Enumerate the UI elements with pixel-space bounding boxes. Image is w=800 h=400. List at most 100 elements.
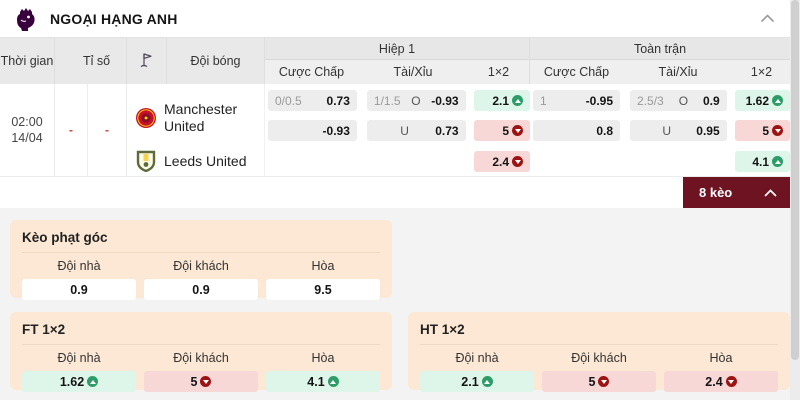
home-team-name: Manchester United bbox=[164, 101, 238, 134]
h1-over-odds: -0.93 bbox=[431, 93, 459, 108]
col-header-overunder-h1: Tài/Xỉu bbox=[393, 65, 433, 79]
ft-handicap-home-cell[interactable]: 1 -0.95 bbox=[533, 90, 621, 111]
h1-1x2-away-odds: 5 bbox=[502, 123, 509, 138]
away-team-name: Leeds United bbox=[164, 152, 247, 169]
col-header-1x2-ft: 1×2 bbox=[750, 65, 773, 79]
ft-handicap-home-odds: -0.95 bbox=[585, 93, 614, 108]
col-header-score: Tỉ số bbox=[55, 38, 127, 84]
h1-1x2-draw-cell[interactable]: 2.4 bbox=[473, 151, 530, 172]
scrollbar-thumb[interactable] bbox=[791, 0, 799, 360]
circle-arrow-down-icon bbox=[725, 376, 737, 387]
circle-arrow-down-icon bbox=[512, 125, 523, 136]
ft-over-cell[interactable]: 2.5/3 O 0.9 bbox=[630, 90, 727, 111]
away-team[interactable]: Leeds United bbox=[135, 148, 264, 174]
league-title: NGOẠI HẠNG ANH bbox=[50, 10, 178, 27]
ft-panel-home-odds[interactable]: 1.62 bbox=[22, 371, 136, 392]
kickoff-time: 02:00 bbox=[11, 115, 43, 129]
col-header-corner bbox=[127, 38, 167, 84]
ft-handicap-away-cell[interactable]: 0.8 bbox=[533, 120, 621, 141]
ft-panel-title: FT 1×2 bbox=[22, 322, 66, 337]
ht-panel-home-value: 2.1 bbox=[461, 374, 479, 389]
h1-ou-line: 1/1.5 bbox=[373, 93, 401, 108]
group-header-first-half: Hiệp 1 Cược Chấp Tài/Xỉu 1×2 bbox=[265, 38, 530, 84]
corner-away-odds[interactable]: 0.9 bbox=[144, 279, 258, 300]
ft-1x2-away-cell[interactable]: 5 bbox=[734, 120, 790, 141]
ft-panel-away-value: 5 bbox=[190, 374, 198, 389]
keo-count-button[interactable]: 8 kèo bbox=[683, 177, 790, 208]
circle-arrow-up-icon bbox=[87, 376, 99, 387]
ft-1x2-away-odds: 5 bbox=[762, 123, 769, 138]
ft-panel-draw-value: 4.1 bbox=[307, 374, 325, 389]
ft-over-odds: 0.9 bbox=[702, 93, 720, 108]
home-team[interactable]: Manchester United bbox=[135, 90, 264, 146]
league-collapse-button[interactable] bbox=[756, 8, 778, 30]
col-header-handicap-ft: Cược Chấp bbox=[543, 65, 610, 79]
h1-1x2-home-cell[interactable]: 2.1 bbox=[473, 90, 530, 111]
circle-arrow-up-icon bbox=[512, 95, 523, 106]
col-header-1x2-h1: 1×2 bbox=[487, 65, 510, 79]
ht-panel-title: HT 1×2 bbox=[420, 322, 465, 337]
ft-panel-away-odds[interactable]: 5 bbox=[144, 371, 258, 392]
league-header: NGOẠI HẠNG ANH bbox=[0, 0, 790, 38]
ft-1x2-panel: FT 1×2 Đội nhà Đội khách Hòa 1.62 5 bbox=[10, 312, 392, 392]
ht-draw-label: Hòa bbox=[709, 351, 733, 365]
kickoff-date: 14/04 bbox=[11, 131, 43, 145]
ht-1x2-panel: HT 1×2 Đội nhà Đội khách Hòa 2.1 5 bbox=[408, 312, 790, 392]
h1-handicap-line: 0/0.5 bbox=[275, 93, 302, 108]
ft-home-label: Đội nhà bbox=[57, 351, 101, 365]
ht-home-label: Đội nhà bbox=[455, 351, 499, 365]
corner-home-odds[interactable]: 0.9 bbox=[22, 279, 136, 300]
h1-under-odds: 0.73 bbox=[435, 123, 459, 138]
circle-arrow-up-icon bbox=[772, 95, 783, 106]
ft-1x2-draw-odds: 4.1 bbox=[752, 154, 769, 169]
circle-arrow-up-icon bbox=[772, 156, 783, 167]
ft-panel-draw-odds[interactable]: 4.1 bbox=[266, 371, 380, 392]
ht-panel-away-value: 5 bbox=[588, 374, 596, 389]
circle-arrow-down-icon bbox=[598, 376, 610, 387]
ft-1x2-home-cell[interactable]: 1.62 bbox=[734, 90, 790, 111]
ht-away-label: Đội khách bbox=[571, 351, 627, 365]
col-header-team: Đội bóng bbox=[167, 38, 265, 84]
h1-handicap-home-cell[interactable]: 0/0.5 0.73 bbox=[268, 90, 357, 111]
corner-odds-panel: Kèo phạt góc Đội nhà Đội khách Hòa 0.9 0… bbox=[10, 220, 392, 300]
circle-arrow-down-icon bbox=[200, 376, 212, 387]
keo-count-label: 8 kèo bbox=[699, 185, 733, 200]
h1-handicap-home-odds: 0.73 bbox=[326, 93, 350, 108]
scrollbar[interactable] bbox=[790, 0, 800, 400]
ft-handicap-away-odds: 0.8 bbox=[596, 123, 614, 138]
leeds-united-crest-icon bbox=[136, 150, 156, 172]
ft-draw-label: Hòa bbox=[311, 351, 335, 365]
corner-draw-label: Hòa bbox=[311, 259, 335, 273]
h1-1x2-home-odds: 2.1 bbox=[492, 93, 509, 108]
ft-ou-line: 2.5/3 bbox=[637, 93, 664, 108]
first-half-label: Hiệp 1 bbox=[265, 38, 529, 60]
first-half-odds: 0/0.5 0.73 1/1.5 O -0.93 2.1 -0.93 bbox=[265, 84, 530, 176]
ft-away-label: Đội khách bbox=[173, 351, 229, 365]
h1-under-label: U bbox=[400, 123, 409, 138]
corner-draw-odds[interactable]: 9.5 bbox=[266, 279, 380, 300]
match-row: 02:00 14/04 - - Manchester United bbox=[0, 84, 790, 177]
h1-1x2-away-cell[interactable]: 5 bbox=[473, 120, 530, 141]
ht-panel-home-odds[interactable]: 2.1 bbox=[420, 371, 534, 392]
group-header-full-match: Toàn trận Cược Chấp Tài/Xỉu 1×2 bbox=[530, 38, 790, 84]
col-header-overunder-ft: Tài/Xỉu bbox=[658, 65, 698, 79]
h1-over-cell[interactable]: 1/1.5 O -0.93 bbox=[366, 90, 466, 111]
corner-away-label: Đội khách bbox=[173, 259, 229, 273]
ht-panel-draw-odds[interactable]: 2.4 bbox=[664, 371, 778, 392]
keo-band: 8 kèo bbox=[0, 177, 790, 208]
premier-league-lion-icon bbox=[17, 7, 35, 31]
h1-handicap-away-cell[interactable]: -0.93 bbox=[268, 120, 357, 141]
circle-arrow-up-icon bbox=[481, 376, 493, 387]
ft-under-odds: 0.95 bbox=[696, 123, 720, 138]
ht-panel-away-odds[interactable]: 5 bbox=[542, 371, 656, 392]
odds-table-header: Thời gian Tỉ số Đội bóng Hiệp 1 Cược Chấ… bbox=[0, 38, 790, 84]
ft-under-cell[interactable]: U 0.95 bbox=[630, 120, 727, 141]
teams-column: Manchester United Leeds United bbox=[127, 84, 265, 176]
h1-under-cell[interactable]: U 0.73 bbox=[366, 120, 466, 141]
match-time: 02:00 14/04 bbox=[0, 84, 55, 176]
main-content: NGOẠI HẠNG ANH Thời gian Tỉ số Đội bóng … bbox=[0, 0, 790, 392]
corner-home-label: Đội nhà bbox=[57, 259, 101, 273]
ft-1x2-draw-cell[interactable]: 4.1 bbox=[734, 151, 790, 172]
ft-under-label: U bbox=[662, 123, 671, 138]
circle-arrow-down-icon bbox=[512, 156, 523, 167]
